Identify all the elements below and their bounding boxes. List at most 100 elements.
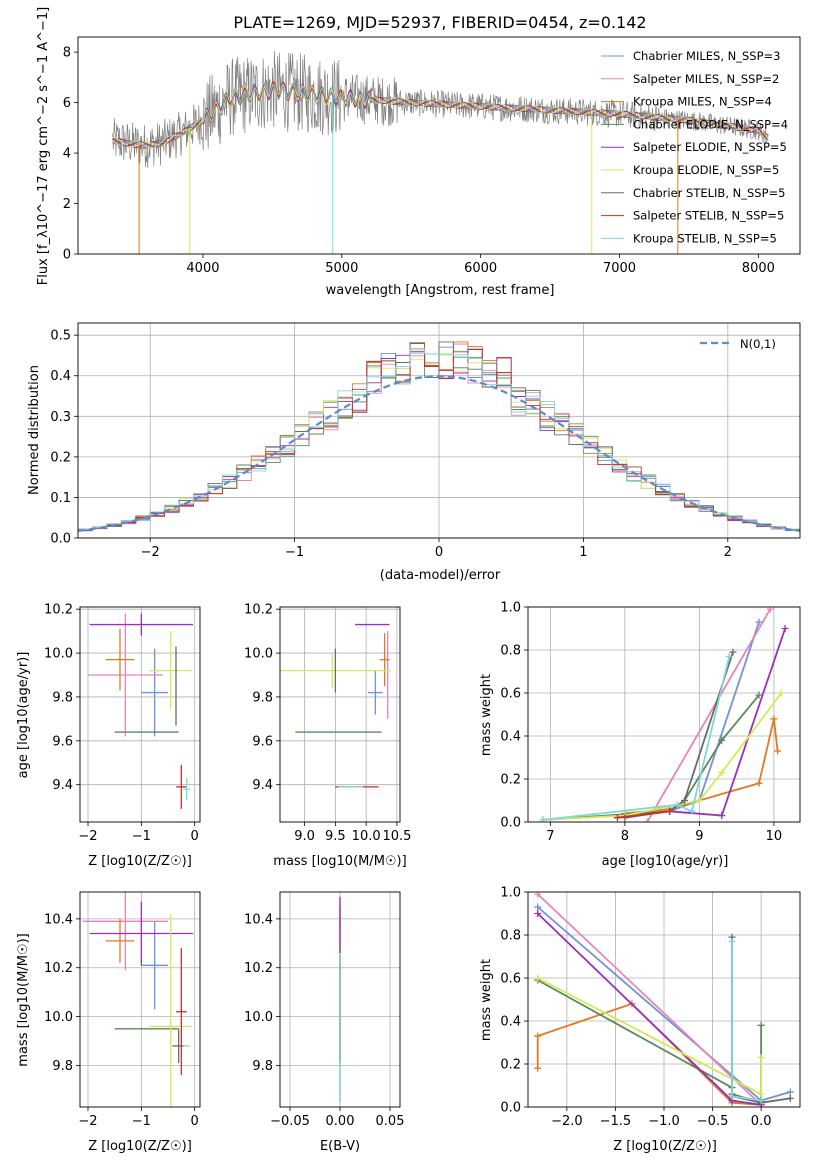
axes-frame	[279, 606, 401, 823]
mass-weight-marker	[766, 607, 774, 613]
mass-weight-marker	[534, 1064, 542, 1072]
y-tick-label: 10.2	[244, 603, 273, 618]
x-tick-label: 0.0	[751, 1114, 772, 1129]
y-tick-label: 10.2	[44, 961, 73, 976]
y-tick-label: 0.8	[500, 644, 521, 659]
x-tick-label: 0.05	[376, 1114, 405, 1129]
x-tick-label: 0.00	[326, 1114, 355, 1129]
mass-weight-marker	[729, 648, 737, 656]
axes-frame	[527, 891, 801, 1108]
mw-vs-age-ylabel: mass weight	[479, 674, 494, 756]
mass-weight-line	[537, 893, 762, 1106]
x-tick-label: −1	[132, 1114, 151, 1129]
y-tick-label: 10.2	[44, 603, 73, 618]
mass-vs-Z-axes: −2 −1 0 9.8 10.0 10.2 10.4	[44, 891, 201, 1129]
mass-weight-marker	[613, 814, 621, 822]
histogram-step	[78, 348, 800, 531]
y-tick-label: 9.6	[252, 734, 273, 749]
age-vs-Z-axes: −2 −1 0 9.4 9.6 9.8 10.0 10.2	[44, 603, 201, 844]
y-tick-label: 0.2	[500, 773, 521, 788]
x-tick-label: −0.05	[270, 1114, 310, 1129]
x-tick-label: −2	[78, 1114, 97, 1129]
age-vs-mass-axes: 9.0 9.5 10.0 10.59.49.69.810.010.2	[244, 603, 411, 844]
mw-vs-Z-axes: −2.0 −1.5 −1.0 −0.5 0.0 0.0 0.2 0.4 0.6 0.8 1.0	[500, 886, 801, 1129]
mw-vs-Z-ylabel: mass weight	[479, 959, 494, 1041]
legend-label: Chabrier MILES, N_SSP=3	[633, 49, 780, 63]
x-tick-label: 9	[695, 829, 703, 844]
mass-weight-marker	[718, 736, 726, 744]
axes-frame	[79, 891, 201, 1108]
x-tick-label: 8	[621, 829, 629, 844]
mass-weight-marker	[757, 1054, 765, 1062]
y-tick-label: 0.8	[500, 929, 521, 944]
legend-label: Kroupa ELODIE, N_SSP=5	[633, 163, 779, 177]
legend-label: Chabrier ELODIE, N_SSP=4	[633, 117, 788, 131]
age-vs-Z-ylabel: age [log10(age/yr)]	[16, 652, 31, 779]
x-tick-label: 10.5	[382, 829, 411, 844]
mass-weight-marker	[534, 974, 542, 982]
x-tick-label: 9.5	[325, 829, 346, 844]
axes-frame	[77, 36, 801, 255]
mass-vs-Z-xlabel: Z [log10(Z/Z☉)]	[88, 1139, 192, 1154]
x-tick-label: 5000	[325, 261, 358, 276]
y-tick-label: 0.2	[500, 1058, 521, 1073]
y-tick-label: 0.4	[500, 730, 521, 745]
y-tick-label: 0.6	[500, 972, 521, 987]
y-tick-label: 10.0	[44, 1010, 73, 1025]
x-tick-label: −2	[141, 545, 160, 560]
mass-weight-marker	[757, 1097, 765, 1105]
mass-weight-marker	[534, 1032, 542, 1040]
y-tick-label: 6	[63, 96, 71, 111]
age-vs-Z-plot	[88, 613, 194, 809]
x-tick-label: −1.0	[648, 1114, 680, 1129]
x-tick-label: 0	[191, 1114, 199, 1129]
mass-weight-marker	[673, 801, 681, 809]
y-tick-label: 0.3	[50, 410, 71, 425]
y-tick-label: 8	[63, 46, 71, 61]
histogram-step	[78, 349, 800, 532]
mass-vs-Z-plot	[82, 892, 194, 1107]
axes-frame	[77, 322, 801, 539]
y-tick-label: 0	[63, 248, 71, 263]
spectrum-model-line	[112, 81, 769, 149]
mass-weight-marker	[643, 818, 651, 822]
mass-weight-marker	[718, 769, 726, 777]
mass-vs-ebv-xlabel: E(B-V)	[320, 1139, 360, 1154]
y-tick-label: 9.8	[52, 690, 73, 705]
mass-weight-marker	[755, 779, 763, 787]
spectrum-model-line	[112, 82, 769, 148]
mass-weight-marker	[534, 910, 542, 917]
axes-frame	[279, 891, 401, 1108]
legend-label: N(0,1)	[740, 337, 776, 351]
mass-weight-marker	[757, 1021, 765, 1029]
age-vs-mass-xlabel: mass [log10(M/M☉)]	[273, 854, 406, 869]
mass-weight-marker	[539, 816, 547, 822]
x-tick-label: −0.5	[697, 1114, 729, 1129]
y-tick-label: 2	[63, 197, 71, 212]
y-tick-label: 0.0	[50, 532, 71, 547]
x-tick-label: −2.0	[551, 1114, 583, 1129]
mass-weight-marker	[786, 1094, 794, 1102]
legend-label: Kroupa STELIB, N_SSP=5	[633, 231, 777, 245]
mass-weight-marker	[666, 807, 674, 815]
mass-weight-line	[646, 608, 771, 822]
y-tick-label: 9.8	[52, 1059, 73, 1074]
x-tick-label: 7	[546, 829, 554, 844]
y-tick-label: 10.0	[244, 1010, 273, 1025]
x-tick-label: −1.5	[600, 1114, 632, 1129]
spectrum-legend: Chabrier MILES, N_SSP=3 Salpeter MILES, N…	[601, 49, 788, 245]
mass-weight-marker	[755, 618, 763, 626]
x-tick-label: 2	[724, 545, 732, 560]
y-tick-label: 4	[63, 147, 71, 162]
x-tick-label: 10	[766, 829, 783, 844]
y-tick-label: 0.4	[50, 369, 71, 384]
x-tick-label: −1	[132, 829, 151, 844]
x-tick-label: 9.0	[294, 829, 315, 844]
mass-weight-marker	[680, 797, 688, 804]
x-tick-label: 6000	[464, 261, 497, 276]
spectrum-plot	[112, 50, 769, 254]
y-tick-label: 0.0	[500, 1101, 521, 1116]
legend-label: Chabrier STELIB, N_SSP=5	[633, 186, 785, 200]
legend-label: Kroupa MILES, N_SSP=4	[633, 95, 772, 109]
